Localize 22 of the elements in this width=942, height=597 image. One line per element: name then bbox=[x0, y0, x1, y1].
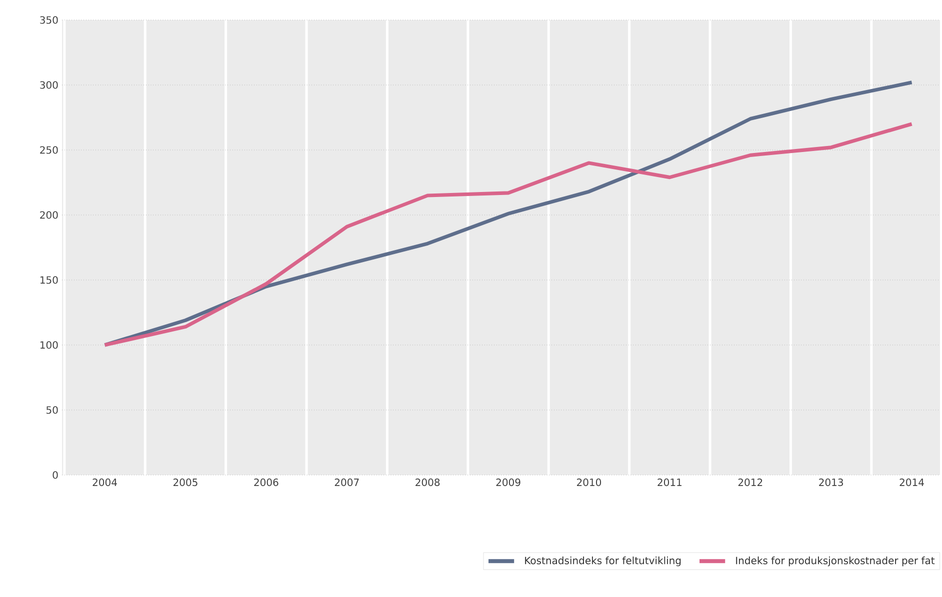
x-tick-label: 2014 bbox=[900, 478, 924, 486]
x-tick-label: 2009 bbox=[496, 478, 520, 486]
y-tick-label: 150 bbox=[40, 276, 58, 284]
y-tick-label: 350 bbox=[40, 16, 58, 24]
legend-label: Indeks for produksjonskostnader per fat bbox=[736, 556, 935, 566]
x-tick-label: 2013 bbox=[819, 478, 843, 486]
y-tick-label: 50 bbox=[46, 406, 58, 414]
y-tick-label: 300 bbox=[40, 81, 58, 89]
y-tick-label: 100 bbox=[40, 341, 58, 349]
y-tick-label: 250 bbox=[40, 146, 58, 154]
line-series bbox=[102, 122, 914, 347]
legend-label: Kostnadsindeks for feltutvikling bbox=[525, 556, 681, 566]
x-tick-label: 2004 bbox=[92, 478, 117, 486]
x-tick-label: 2012 bbox=[738, 478, 762, 486]
x-tick-label: 2008 bbox=[416, 478, 440, 486]
y-tick-label: 200 bbox=[40, 211, 58, 219]
y-tick-label: 0 bbox=[52, 471, 58, 479]
x-tick-label: 2007 bbox=[334, 478, 359, 486]
x-tick-label: 2011 bbox=[658, 478, 682, 486]
x-tick-label: 2005 bbox=[173, 478, 198, 486]
x-tick-label: 2010 bbox=[576, 478, 602, 486]
x-tick-label: 2006 bbox=[254, 478, 278, 486]
